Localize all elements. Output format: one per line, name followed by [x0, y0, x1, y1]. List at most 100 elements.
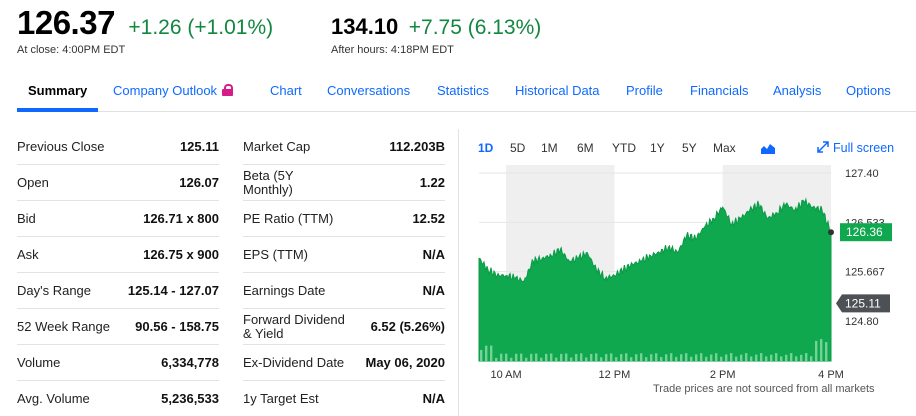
- stat-value: 126.75 x 900: [143, 247, 219, 262]
- stat-value: N/A: [422, 283, 445, 298]
- volume-bar: [525, 357, 528, 361]
- stat-label: PE Ratio (TTM): [243, 210, 334, 226]
- volume-bar: [685, 353, 688, 361]
- mountain-chart-icon[interactable]: [761, 142, 775, 154]
- volume-bar: [615, 357, 618, 361]
- volume-bar: [560, 353, 563, 361]
- stat-row: Volume 6,334,778: [17, 345, 219, 381]
- volume-bar: [770, 354, 773, 361]
- volume-bar: [620, 354, 623, 361]
- stat-label: EPS (TTM): [243, 246, 308, 262]
- volume-bar: [700, 353, 703, 361]
- stat-label: Day's Range: [17, 282, 92, 298]
- price-markers: 126.36 125.11: [828, 223, 892, 313]
- stat-row: PE Ratio (TTM) 12.52: [243, 201, 445, 237]
- stat-row: Market Cap 112.203B: [243, 129, 445, 165]
- volume-bar: [595, 353, 598, 361]
- current-price-dot: [828, 229, 834, 236]
- volume-bar: [590, 354, 593, 361]
- volume-bar: [650, 354, 653, 361]
- volume-bar: [665, 354, 668, 361]
- tab-financials[interactable]: Financials: [690, 83, 749, 98]
- stat-row: Day's Range 125.14 - 127.07: [17, 273, 219, 309]
- price-area: [478, 197, 832, 362]
- current-price-tag-label: 126.36: [846, 225, 883, 239]
- range-1m[interactable]: 1M: [541, 141, 558, 155]
- volume-bar: [520, 353, 523, 361]
- volume-bar: [640, 353, 643, 361]
- stat-row: Forward Dividend & Yield 6.52 (5.26%): [243, 309, 445, 345]
- stat-row: 1y Target Est N/A: [243, 381, 445, 416]
- range-6m[interactable]: 6M: [577, 141, 594, 155]
- tab-company-outlook-label: Company Outlook: [113, 83, 218, 98]
- volume-bar: [820, 339, 823, 361]
- tab-conversations[interactable]: Conversations: [327, 83, 411, 98]
- stat-label: Beta (5Y Monthly): [243, 167, 294, 197]
- quote-nav: Summary Company Outlook Chart Conversati…: [17, 70, 916, 112]
- volume-bar: [725, 354, 728, 361]
- tab-statistics[interactable]: Statistics: [437, 83, 490, 98]
- volume-bar: [750, 356, 753, 361]
- volume-bar: [660, 357, 663, 361]
- volume-bar: [575, 354, 578, 361]
- tab-chart[interactable]: Chart: [270, 83, 302, 98]
- price-change: +1.26 (+1.01%): [128, 16, 274, 39]
- range-5y[interactable]: 5Y: [682, 141, 697, 155]
- volume-bar: [715, 353, 718, 361]
- stat-value: N/A: [422, 247, 445, 262]
- volume-bar: [580, 353, 583, 361]
- regular-quote: 126.37 +1.26 (+1.01%) At close: 4:00PM E…: [17, 4, 274, 56]
- expand-icon: [817, 141, 829, 153]
- previous-close-tag: [836, 294, 890, 313]
- volume-bar: [545, 353, 548, 361]
- tab-options[interactable]: Options: [846, 83, 891, 98]
- range-max[interactable]: Max: [713, 141, 736, 155]
- after-hours-quote: 134.10 +7.75 (6.13%) After hours: 4:18PM…: [331, 14, 542, 56]
- stat-value: 126.71 x 800: [143, 211, 219, 226]
- x-tick-label: 10 AM: [490, 369, 521, 381]
- stat-label: Ex-Dividend Date: [243, 354, 345, 370]
- fullscreen-button[interactable]: Full screen: [817, 141, 894, 155]
- stat-row: Open 126.07: [17, 165, 219, 201]
- volume-bar: [585, 357, 588, 361]
- stat-row: EPS (TTM) N/A: [243, 237, 445, 273]
- stat-row: Bid 126.71 x 800: [17, 201, 219, 237]
- volume-bar: [775, 353, 778, 361]
- stat-row: Ask 126.75 x 900: [17, 237, 219, 273]
- y-tick-label: 124.80: [845, 316, 879, 328]
- stat-label: Earnings Date: [243, 282, 326, 298]
- tab-historical-data[interactable]: Historical Data: [515, 83, 600, 98]
- volume-bar: [540, 357, 543, 361]
- volume-bar: [745, 353, 748, 361]
- tab-analysis[interactable]: Analysis: [773, 83, 822, 98]
- volume-bar: [680, 354, 683, 361]
- close-time: At close: 4:00PM EDT: [17, 44, 126, 56]
- tab-company-outlook[interactable]: Company Outlook: [113, 70, 234, 112]
- volume-bar: [780, 356, 783, 361]
- volume-bar: [570, 357, 573, 361]
- range-1d[interactable]: 1D: [478, 141, 494, 155]
- volume-bar: [675, 356, 678, 361]
- chart-panel: 1D 5D 1M 6M YTD 1Y 5Y Max Full screen 12…: [458, 129, 916, 416]
- volume-bar: [490, 345, 493, 361]
- volume-bar: [815, 340, 818, 361]
- volume-bar: [735, 356, 738, 361]
- range-ytd[interactable]: YTD: [612, 141, 636, 155]
- range-5d[interactable]: 5D: [510, 141, 526, 155]
- volume-bar: [555, 357, 558, 361]
- range-1y[interactable]: 1Y: [650, 141, 665, 155]
- stat-row: Beta (5Y Monthly) 1.22: [243, 165, 445, 201]
- volume-bar: [825, 342, 828, 361]
- after-hours-price: 134.10: [331, 14, 399, 39]
- volume-bar: [610, 353, 613, 361]
- after-hours-change: +7.75 (6.13%): [408, 16, 542, 39]
- stat-label: Volume: [17, 354, 61, 370]
- volume-bar: [755, 354, 758, 361]
- tab-profile[interactable]: Profile: [626, 83, 663, 98]
- stat-value: 5,236,533: [161, 391, 219, 406]
- stat-row: Ex-Dividend Date May 06, 2020: [243, 345, 445, 381]
- fullscreen-label: Full screen: [833, 141, 895, 155]
- tab-summary[interactable]: Summary: [17, 70, 99, 112]
- volume-bar: [495, 357, 498, 361]
